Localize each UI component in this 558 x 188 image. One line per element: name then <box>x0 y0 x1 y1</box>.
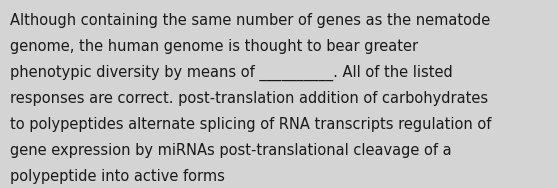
Text: phenotypic diversity by means of __________. All of the listed: phenotypic diversity by means of _______… <box>10 65 453 81</box>
Text: gene expression by miRNAs post-translational cleavage of a: gene expression by miRNAs post-translati… <box>10 143 451 158</box>
Text: responses are correct. post-translation addition of carbohydrates: responses are correct. post-translation … <box>10 91 488 106</box>
Text: to polypeptides alternate splicing of RNA transcripts regulation of: to polypeptides alternate splicing of RN… <box>10 117 492 132</box>
Text: genome, the human genome is thought to bear greater: genome, the human genome is thought to b… <box>10 39 418 54</box>
Text: Although containing the same number of genes as the nematode: Although containing the same number of g… <box>10 13 490 28</box>
Text: polypeptide into active forms: polypeptide into active forms <box>10 169 225 184</box>
